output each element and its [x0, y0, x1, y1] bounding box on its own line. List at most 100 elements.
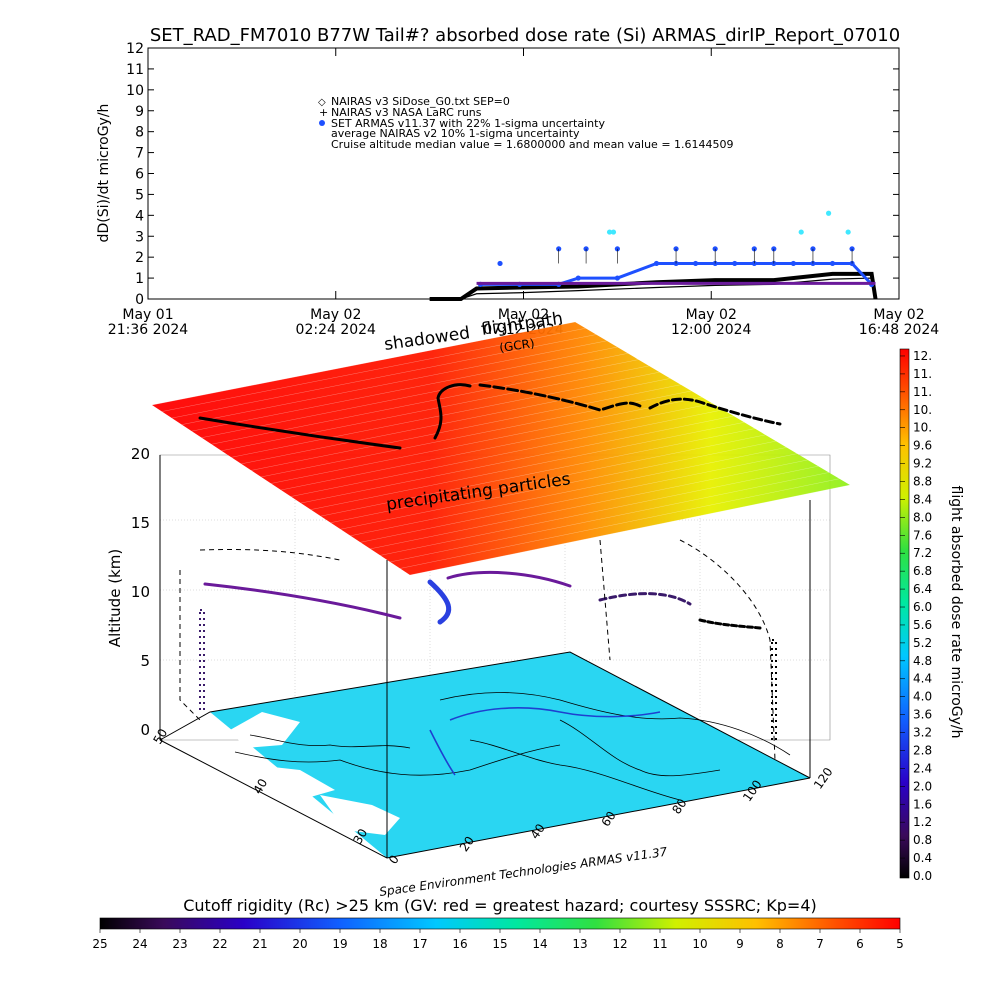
dose-tick-label: 11. [913, 367, 932, 381]
layer-gridline [241, 378, 671, 465]
altitude-tick-label: 5 [140, 652, 150, 670]
layer-gridline [181, 340, 607, 425]
dose-colorbar-label: flight absorbed dose rate microGy/h [948, 486, 964, 739]
dose-tick-label: 8.4 [913, 492, 932, 506]
series-point-2 [693, 260, 699, 267]
layer-gridline [191, 346, 618, 432]
dose-colorbar-gradient [899, 348, 910, 879]
layer-gridline [360, 453, 798, 543]
altitude-axis-label: Altitude (km) [106, 549, 124, 647]
rc-colorbar: Cutoff rigidity (Rc) >25 km (GV: red = g… [92, 896, 903, 951]
legend-entry-nairas-g0: NAIRAS v3 SiDose_G0.txt SEP=0 [331, 95, 510, 108]
x-tick-label-date: May 02 [498, 307, 549, 323]
y-tick-label: 12 [126, 41, 144, 57]
dose-tick-label: 0.0 [913, 869, 932, 883]
layer-gridline [370, 459, 808, 550]
dose-tick-label: 7.6 [913, 528, 932, 542]
dose-tick-label: 7.2 [913, 546, 932, 560]
dose-tick-label: 9.6 [913, 439, 932, 453]
dose-tick-label: 8.8 [913, 474, 932, 488]
rc-tick-label: 6 [856, 937, 864, 951]
armas-spike-point [614, 246, 620, 252]
legend-entry-nairas-avg: average NAIRAS v2 10% 1-sigma uncertaint… [331, 127, 580, 140]
series-point-2 [829, 260, 836, 267]
dose-tick-label: 3.6 [913, 708, 932, 722]
rc-tick-label: 16 [452, 937, 467, 951]
series-point-2 [575, 275, 581, 281]
dose-tick-label: 12. [913, 349, 932, 363]
dose-tick-label: 1.2 [913, 815, 932, 829]
y-tick-label: 8 [135, 125, 144, 141]
dose-tick-label: 2.4 [913, 761, 932, 775]
ground-coastlines [234, 692, 791, 801]
armas-high-point [606, 229, 613, 235]
armas-spike-point [751, 246, 757, 252]
ground-ocean [210, 652, 810, 858]
layer-gridline [409, 484, 851, 576]
rc-tick-label: 19 [332, 937, 347, 951]
series-point-2 [732, 260, 738, 267]
y-tick-label: 0 [135, 292, 144, 308]
rc-tick-label: 21 [252, 937, 267, 951]
rc-tick-label: 15 [492, 937, 507, 951]
latitude-tick-label: 50 [150, 726, 170, 746]
top-legend: ◇ NAIRAS v3 SiDose_G0.txt SEP=0 + NAIRAS… [318, 95, 734, 151]
dose-tick-label: 9.2 [913, 457, 932, 471]
dose-tick-label: 3.2 [913, 726, 932, 740]
armas-spike-point [810, 246, 816, 252]
series-line-0 [429, 271, 878, 301]
legend-marker-armas [319, 120, 325, 126]
rc-tick-label: 24 [132, 937, 147, 951]
altitude-ticks: 0 5 10 15 20 [131, 445, 150, 739]
x-tick-label-date: May 02 [310, 307, 361, 323]
y-tick-label: 10 [126, 83, 144, 99]
top-plot-frame [147, 47, 900, 300]
layer-gridline [161, 328, 586, 412]
flightpath-on-layer [198, 383, 782, 450]
layer-gridline [400, 478, 840, 569]
projection-dashes [179, 539, 776, 761]
descent-dots [199, 609, 777, 741]
layer-gridline [380, 466, 819, 556]
layer-gridline [350, 447, 787, 536]
rc-tick-label: 22 [212, 937, 227, 951]
layer-gridline [231, 371, 660, 458]
series-point-2 [790, 260, 796, 267]
layer-gridline [151, 321, 576, 406]
y-tick-label: 5 [135, 187, 144, 203]
layer-gridline [290, 409, 724, 497]
legend-marker-diamond: ◇ [318, 97, 326, 108]
cutoff-rigidity-layer [151, 321, 851, 576]
top-ylabel: dD(Si)/dt microGy/h [96, 104, 112, 243]
longitude-tick-label: 120 [811, 765, 836, 792]
x-tick-label-date: May 02 [873, 307, 924, 323]
armas-high-point [610, 229, 617, 235]
armas-spike-point [497, 260, 503, 267]
rc-tick-label: 18 [372, 937, 387, 951]
dose-tick-label: 0.8 [913, 833, 932, 847]
layer-gridline [251, 384, 681, 471]
label-flightpath-gcr: (GCR) [498, 336, 535, 355]
y-tick-label: 7 [135, 146, 144, 162]
series-point-2 [614, 275, 620, 281]
ground-land [230, 690, 750, 835]
armas-spike-point [583, 246, 589, 252]
top-series-layer [429, 210, 878, 301]
rc-tick-label: 11 [652, 937, 667, 951]
series-point-2 [653, 260, 660, 267]
rc-tick-label: 5 [896, 937, 904, 951]
legend-entry-nairas-larc: NAIRAS v3 NASA LaRC runs [331, 106, 482, 119]
legend-entry-armas: SET ARMAS v11.37 with 22% 1-sigma uncert… [331, 117, 605, 130]
latitude-tick-label: 30 [350, 826, 370, 846]
credit-text: Space Environment Technologies ARMAS v11… [378, 845, 668, 899]
altitude-tick-label: 10 [131, 583, 150, 601]
layer-gridline [310, 422, 745, 510]
dose-tick-label: 6.0 [913, 600, 932, 614]
rc-colorbar-title: Cutoff rigidity (Rc) >25 km (GV: red = g… [183, 896, 817, 915]
x-tick-label-date: May 01 [122, 307, 173, 323]
altitude-tick-label: 15 [131, 514, 150, 532]
y-tick-label: 1 [135, 271, 144, 287]
